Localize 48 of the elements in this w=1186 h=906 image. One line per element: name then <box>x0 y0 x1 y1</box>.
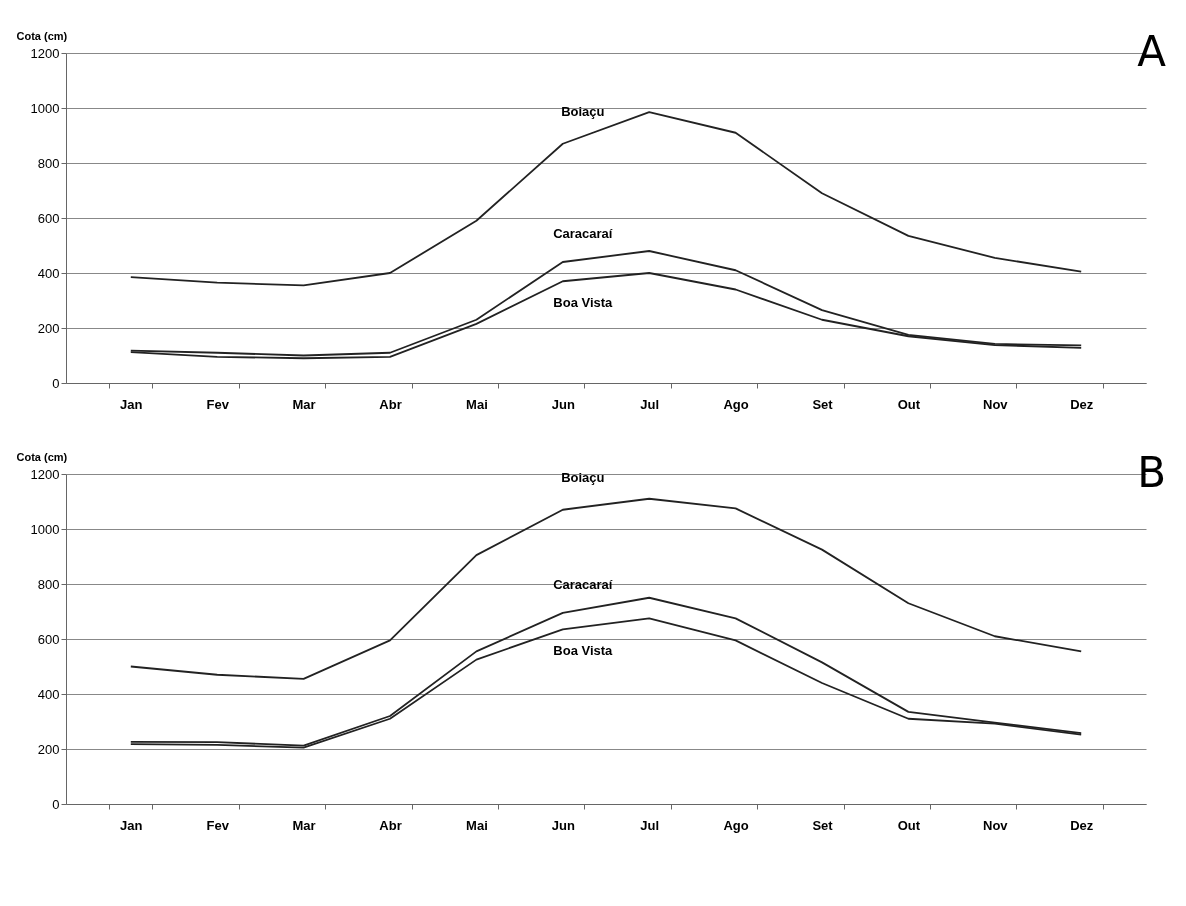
series-label: Caracaraí <box>553 226 613 241</box>
x-tick-label: Abr <box>379 817 402 833</box>
y-tick-label: 800 <box>37 155 60 171</box>
annotation: A <box>1137 27 1167 76</box>
y-tick-label: 400 <box>37 265 60 281</box>
x-tick-label: Mar <box>292 817 316 833</box>
y-tick-label: 1200 <box>30 466 60 482</box>
x-tick-label: Nov <box>983 396 1009 412</box>
y-tick-label: 800 <box>37 576 60 592</box>
x-tick-label: Jun <box>551 396 575 412</box>
y-tick-label: 1200 <box>30 45 60 61</box>
y-tick-label: 1000 <box>30 100 60 116</box>
annotation: B <box>1137 448 1166 497</box>
x-tick-label: Dez <box>1070 817 1094 833</box>
y-tick-label: 600 <box>37 210 60 226</box>
y-tick-label: 200 <box>37 741 60 757</box>
x-tick-label: Dez <box>1070 396 1094 412</box>
x-tick-label: Ago <box>723 396 749 412</box>
y-tick-label: 200 <box>37 320 60 336</box>
y-tick-label: 0 <box>52 375 60 391</box>
series-label: Caracaraí <box>553 576 613 592</box>
x-tick-label: Out <box>897 396 921 412</box>
x-tick-label: Out <box>897 817 921 833</box>
series-label: Boiaçu <box>561 103 605 119</box>
series-label: Boa Vista <box>553 643 614 659</box>
x-tick-label: Set <box>812 817 834 833</box>
x-tick-label: Jul <box>640 817 660 833</box>
x-tick-label: Ago <box>723 817 749 833</box>
x-tick-label: Jan <box>120 396 143 412</box>
y-tick-label: 1000 <box>30 521 60 537</box>
y-axis-title: Cota (cm) <box>16 450 68 463</box>
x-tick-label: Fev <box>206 396 230 412</box>
y-tick-label: 400 <box>37 686 60 702</box>
x-tick-label: Abr <box>379 396 402 412</box>
x-tick-label: Jul <box>640 396 660 412</box>
y-tick-label: 600 <box>37 631 60 647</box>
y-tick-label: 0 <box>52 796 60 812</box>
series-label: Boa Vista <box>553 295 614 311</box>
x-tick-label: Jun <box>551 817 575 833</box>
x-tick-label: Fev <box>206 817 230 833</box>
x-tick-label: Jan <box>120 817 143 833</box>
x-tick-label: Mai <box>466 396 488 412</box>
x-tick-label: Mar <box>292 396 316 412</box>
x-tick-label: Nov <box>983 817 1009 833</box>
x-tick-label: Set <box>812 396 834 412</box>
y-axis-title: Cota (cm) <box>16 29 68 42</box>
x-tick-label: Mai <box>466 817 488 833</box>
series-label: Boiaçu <box>561 469 605 485</box>
